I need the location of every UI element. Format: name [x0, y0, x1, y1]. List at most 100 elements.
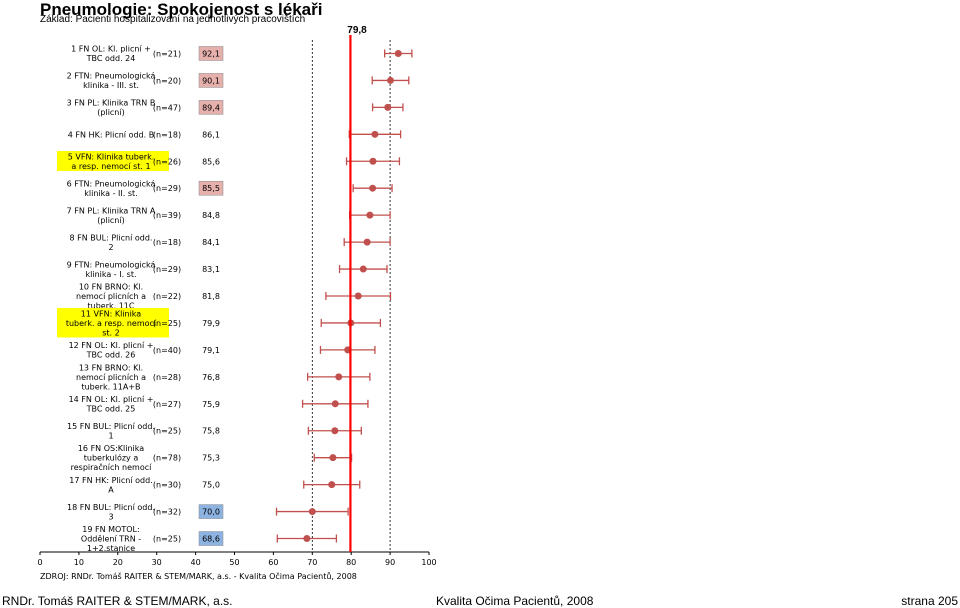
row-count: (n=29) [153, 265, 181, 274]
row-label: 3 FN PL: Klinika TRN B [67, 99, 156, 108]
row-count: (n=21) [153, 49, 181, 58]
x-tick-label: 90 [385, 558, 395, 567]
row-label: respiračních nemocí [71, 462, 152, 472]
row-point [366, 211, 374, 219]
row-count: (n=20) [153, 76, 181, 85]
x-tick-label: 80 [346, 558, 356, 567]
chart-row-8: 8 FN BUL: Plicní odd.2 (n=18) 84,1 [70, 233, 391, 252]
x-tick-label: 40 [191, 558, 201, 567]
row-point [384, 103, 392, 111]
row-count: (n=78) [153, 454, 181, 463]
x-tick-label: 100 [421, 558, 436, 567]
row-value-label: 81,8 [202, 292, 220, 301]
row-label: 14 FN OL: Kl. plicní + [69, 395, 154, 404]
row-label: (plicní) [97, 108, 124, 117]
row-label: 3 [108, 512, 113, 521]
row-label: 4 FN HK: Plicní odd. B [68, 130, 154, 139]
row-value-label: 92,1 [202, 49, 220, 58]
row-point [363, 238, 371, 246]
row-label: 10 FN BRNO: Kl. [79, 283, 143, 292]
row-count: (n=40) [153, 346, 181, 355]
row-label: 12 FN OL: Kl. plicní + [69, 341, 154, 350]
row-label: 1 [108, 431, 113, 440]
row-label: TBC odd. 25 [86, 405, 136, 414]
row-label: tuberk. a resp. nemocí [66, 319, 157, 328]
row-label: 8 FN BUL: Plicní odd. [70, 233, 153, 242]
row-value-label: 68,6 [202, 535, 220, 544]
chart-row-15: 15 FN BUL: Plicní odd.1 (n=25) 75,8 [67, 422, 362, 440]
x-tick-label: 50 [229, 558, 239, 567]
row-label: TBC odd. 24 [86, 54, 136, 63]
page-subtitle: Základ: Pacienti hospitalizovaní na jedn… [40, 14, 306, 25]
chart-row-14: 14 FN OL: Kl. plicní +TBC odd. 25 (n=27) 7… [69, 395, 369, 414]
row-point [335, 373, 343, 381]
row-value-box [198, 180, 224, 196]
chart-row-7: 7 FN PL: Klinika TRN A(plicní) (n=39) 84,8 [67, 206, 391, 225]
row-count: (n=27) [153, 400, 181, 409]
row-label: 18 FN BUL: Plicní odd. [67, 503, 155, 512]
row-value-label: 75,8 [202, 427, 220, 436]
row-label: 17 FN HK: Plicní odd. [69, 476, 152, 485]
row-count: (n=28) [153, 373, 181, 382]
row-value-label: 85,5 [202, 184, 220, 193]
row-value-label: 79,9 [202, 319, 220, 328]
row-label: 9 FTN: Pneumologická [67, 260, 156, 269]
row-label: 2 FTN: Pneumologická [67, 72, 156, 81]
x-tick-label: 30 [152, 558, 162, 567]
row-count: (n=25) [153, 535, 181, 544]
chart-row-17: 17 FN HK: Plicní odd.A (n=30) 75,0 [69, 476, 361, 494]
row-value-label: 75,0 [202, 481, 220, 490]
chart-row-10: 10 FN BRNO: Kl.nemocí plicních atuberk. … [76, 283, 392, 311]
row-label: nemocí plicních a [76, 292, 146, 301]
chart-row-3: 3 FN PL: Klinika TRN B(plicní) (n=47) 89,4 [67, 99, 404, 117]
row-label: (plicní) [97, 216, 124, 225]
row-value-label: 84,1 [202, 238, 220, 247]
row-count: (n=18) [153, 238, 181, 247]
row-label: 1 FN OL: Kl. plicní + [71, 45, 151, 54]
row-label: tuberk. 11C [88, 302, 135, 311]
row-label: TBC odd. 26 [86, 351, 136, 360]
row-label: 19 FN MOTOL: [82, 525, 139, 534]
row-count: (n=26) [153, 157, 181, 166]
row-value-label: 70,0 [202, 508, 220, 517]
row-label: 11 VFN: Klinika [81, 309, 141, 318]
row-value-label: 89,4 [202, 103, 220, 112]
row-value-box [198, 504, 224, 519]
row-label: 1+2.stanice [87, 544, 135, 553]
row-value-label: 76,8 [202, 373, 220, 382]
row-label: klinika - III. st. [83, 81, 139, 90]
row-value-label: 75,9 [202, 400, 220, 409]
row-value-label: 79,1 [202, 346, 220, 355]
row-label: 6 FTN: Pneumologická [67, 179, 156, 188]
row-point [371, 130, 379, 138]
row-value-label: 90,1 [202, 76, 220, 85]
row-value-label: 83,1 [202, 265, 220, 274]
row-count: (n=18) [153, 130, 181, 139]
row-point [328, 481, 336, 489]
chart-row-13: 13 FN BRNO: Kl.nemocí plicních atuberk. … [76, 363, 371, 391]
row-label: 16 FN OS:Klinika [78, 444, 144, 453]
row-value-box [198, 73, 224, 88]
row-label-highlight [57, 151, 169, 172]
row-count: (n=47) [153, 103, 181, 112]
row-count: (n=29) [153, 184, 181, 193]
row-label: a resp. nemocí st. 1 [71, 162, 150, 171]
row-label: tuberkulózy a [84, 453, 139, 463]
row-point [369, 157, 377, 165]
footer-project: Kvalita Očima Pacientů, 2008 [436, 594, 594, 608]
row-value-label: 75,3 [202, 454, 220, 463]
row-label: 15 FN BUL: Plicní odd. [67, 422, 155, 431]
row-label-highlight [57, 307, 169, 338]
source-note: ZDROJ: RNDr. Tomáš RAITER & STEM/MARK, a… [40, 572, 357, 581]
row-point [369, 184, 377, 192]
row-value-box [198, 531, 224, 546]
x-tick-label: 70 [307, 558, 317, 567]
row-label: tuberk. 11A+B [81, 382, 140, 391]
row-point [308, 508, 316, 516]
chart-row-18: 18 FN BUL: Plicní odd.3 (n=32) 70,0 [67, 503, 349, 521]
